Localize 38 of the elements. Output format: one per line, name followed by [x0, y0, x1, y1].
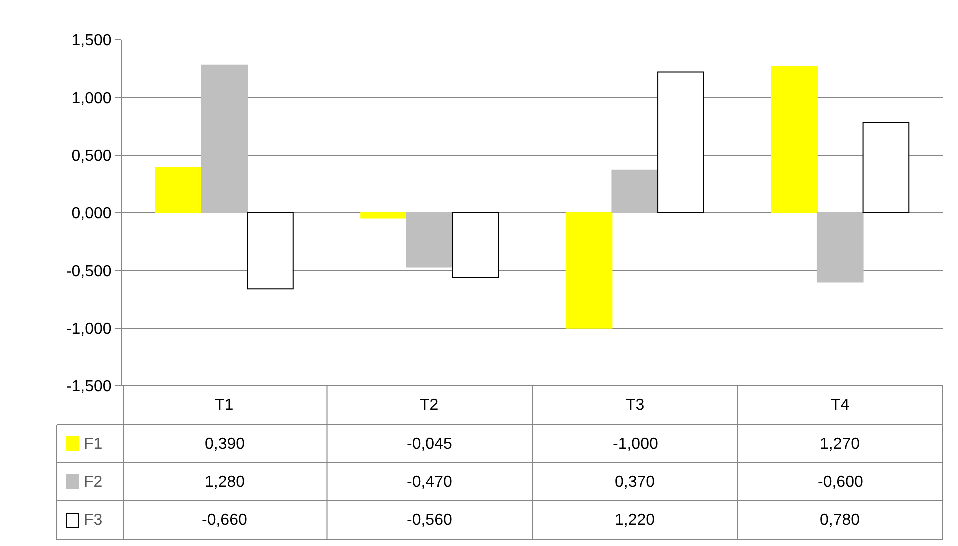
y-tick-label: 0,500	[72, 148, 112, 165]
bar	[862, 122, 910, 214]
data-label: 0,780	[820, 512, 860, 529]
legend-label: F1	[84, 436, 103, 453]
bar	[201, 64, 248, 214]
y-tick-label: -1,000	[66, 320, 112, 338]
data-label: -0,600	[818, 474, 864, 491]
bar	[360, 212, 408, 219]
legend-label: F2	[84, 474, 103, 491]
data-label: 0,370	[615, 474, 656, 491]
y-tick-label: 1,500	[72, 32, 112, 50]
data-label: -0,470	[407, 474, 452, 491]
y-tick-label: 1,000	[72, 90, 112, 108]
bar	[566, 212, 613, 329]
bar	[658, 72, 704, 214]
y-tick-label: -1,500	[66, 378, 112, 396]
data-label: 1,270	[820, 436, 860, 453]
data-label: 1,280	[205, 474, 246, 491]
x-tick-label: T4	[831, 397, 850, 414]
x-tick-label: T1	[215, 397, 234, 414]
bar	[452, 212, 500, 278]
bar	[247, 212, 294, 290]
data-label: -0,660	[202, 512, 248, 529]
bar	[612, 170, 659, 214]
bar	[155, 168, 202, 214]
data-label: -0,560	[407, 512, 452, 529]
data-label: 1,220	[615, 512, 656, 529]
legend-label: F3	[84, 512, 103, 529]
x-tick-label: T2	[420, 397, 439, 414]
y-tick-label: 0,000	[72, 206, 112, 223]
data-label: 0,390	[205, 436, 246, 453]
x-tick-label: T3	[626, 397, 645, 414]
data-label: -0,045	[407, 436, 452, 453]
bar	[406, 212, 454, 268]
y-tick-label: -0,500	[66, 263, 112, 280]
data-label: -1,000	[613, 436, 658, 453]
bar	[771, 66, 818, 214]
bar	[816, 212, 864, 283]
